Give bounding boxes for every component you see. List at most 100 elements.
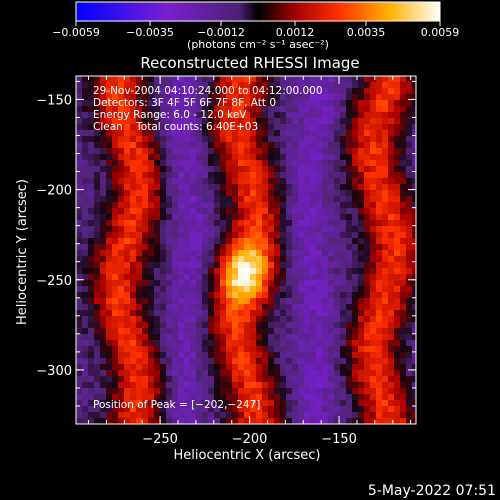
heatmap-cell (232, 316, 239, 323)
heatmap-cell (112, 250, 119, 257)
heatmap-cell (298, 334, 305, 341)
heatmap-cell (178, 412, 185, 419)
heatmap-cell (292, 196, 299, 203)
heatmap-cell (160, 262, 167, 269)
heatmap-cell (220, 250, 227, 257)
heatmap-cell (100, 328, 107, 335)
heatmap-cell (184, 370, 191, 377)
heatmap-cell (340, 340, 347, 347)
heatmap-cell (322, 280, 329, 287)
heatmap-cell (232, 412, 239, 419)
heatmap-cell (244, 112, 251, 119)
heatmap-cell (346, 196, 353, 203)
heatmap-cell (190, 376, 197, 383)
heatmap-cell (352, 358, 359, 365)
heatmap-cell (238, 82, 245, 89)
heatmap-cell (88, 202, 95, 209)
heatmap-cell (280, 118, 287, 125)
heatmap-cell (250, 352, 257, 359)
heatmap-cell (208, 118, 215, 125)
heatmap-cell (190, 172, 197, 179)
heatmap-cell (280, 250, 287, 257)
heatmap-cell (172, 160, 179, 167)
heatmap-cell (190, 382, 197, 389)
heatmap-cell (316, 292, 323, 299)
heatmap-cell (370, 286, 377, 293)
heatmap-cell (142, 172, 149, 179)
heatmap-cell (406, 256, 413, 263)
heatmap-cell (220, 304, 227, 311)
heatmap-cell (196, 130, 203, 137)
heatmap-cell (100, 412, 107, 419)
heatmap-cell (124, 310, 131, 317)
heatmap-cell (142, 346, 149, 353)
heatmap-cell (304, 292, 311, 299)
heatmap-cell (316, 220, 323, 227)
heatmap-cell (298, 268, 305, 275)
heatmap-cell (136, 136, 143, 143)
heatmap-cell (250, 304, 257, 311)
heatmap-cell (154, 406, 161, 413)
heatmap-cell (220, 406, 227, 413)
heatmap-cell (238, 400, 245, 407)
heatmap-cell (370, 226, 377, 233)
heatmap-cell (364, 412, 371, 419)
heatmap-cell (322, 376, 329, 383)
heatmap-cell (142, 274, 149, 281)
heatmap-cell (286, 124, 293, 131)
heatmap-cell (88, 400, 95, 407)
heatmap-cell (352, 214, 359, 221)
heatmap-cell (76, 100, 83, 107)
heatmap-cell (304, 262, 311, 269)
heatmap-cell (238, 376, 245, 383)
heatmap-cell (220, 160, 227, 167)
heatmap-cell (352, 316, 359, 323)
heatmap-cell (358, 136, 365, 143)
heatmap-cell (196, 100, 203, 107)
heatmap-cell (364, 328, 371, 335)
heatmap-cell (394, 88, 401, 95)
heatmap-cell (250, 166, 257, 173)
heatmap-cell (196, 196, 203, 203)
heatmap-cell (220, 400, 227, 407)
heatmap-cell (268, 382, 275, 389)
heatmap-cell (280, 130, 287, 137)
heatmap-cell (130, 124, 137, 131)
heatmap-cell (202, 82, 209, 89)
heatmap-cell (328, 172, 335, 179)
heatmap-cell (82, 214, 89, 221)
heatmap-cell (292, 88, 299, 95)
heatmap-cell (406, 238, 413, 245)
heatmap-cell (196, 394, 203, 401)
heatmap-cell (352, 82, 359, 89)
heatmap-cell (124, 280, 131, 287)
heatmap-cell (202, 316, 209, 323)
heatmap-cell (214, 178, 221, 185)
heatmap-cell (322, 358, 329, 365)
heatmap-cell (136, 262, 143, 269)
heatmap-cell (76, 322, 83, 329)
heatmap-cell (388, 244, 395, 251)
heatmap-cell (280, 112, 287, 119)
heatmap-cell (316, 406, 323, 413)
heatmap-cell (178, 148, 185, 155)
heatmap-cell (250, 142, 257, 149)
heatmap-cell (106, 100, 113, 107)
heatmap-cell (406, 352, 413, 359)
heatmap-cell (244, 124, 251, 131)
heatmap-cell (346, 130, 353, 137)
heatmap-cell (394, 154, 401, 161)
heatmap-cell (100, 388, 107, 395)
heatmap-cell (322, 274, 329, 281)
heatmap-cell (400, 250, 407, 257)
heatmap-cell (130, 214, 137, 221)
heatmap-cell (208, 196, 215, 203)
heatmap-cell (160, 394, 167, 401)
heatmap-cell (406, 250, 413, 257)
heatmap-cell (172, 304, 179, 311)
heatmap-cell (346, 94, 353, 101)
heatmap-cell (148, 226, 155, 233)
heatmap-cell (256, 196, 263, 203)
heatmap-cell (298, 160, 305, 167)
heatmap-cell (94, 130, 101, 137)
